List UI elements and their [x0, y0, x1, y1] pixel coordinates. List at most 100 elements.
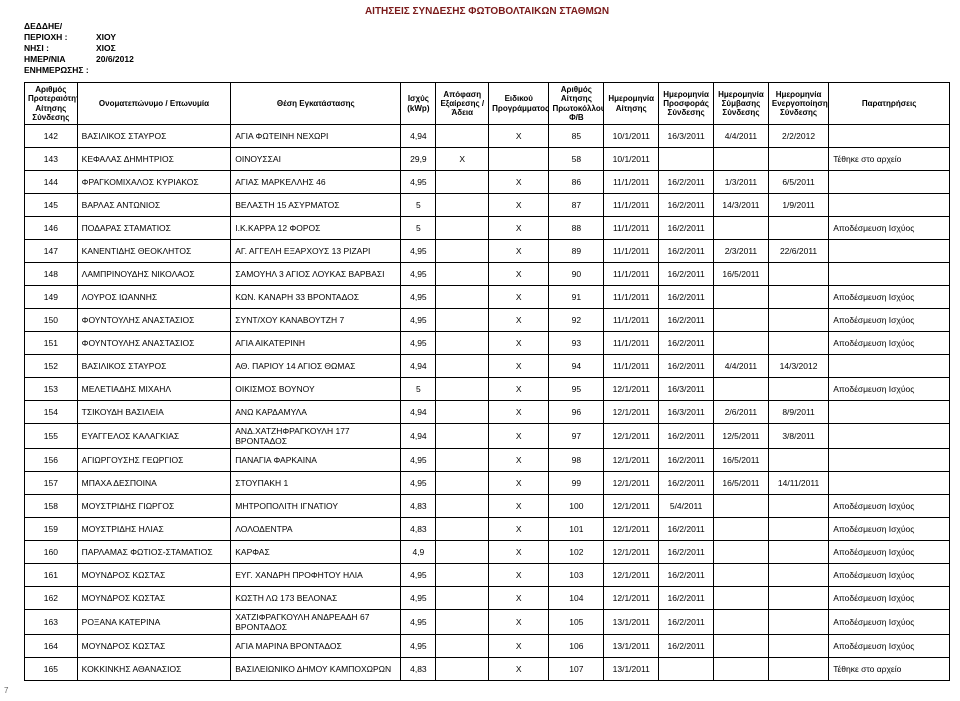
cell-exc: [436, 657, 489, 680]
cell-id: 144: [25, 170, 78, 193]
cell-loc: ΜΗΤΡΟΠΟΛΙΤΗ ΙΓΝΑΤΙΟΥ: [231, 494, 401, 517]
cell-name: ΜΠΑΧΑ ΔΕΣΠΟΙΝΑ: [77, 471, 231, 494]
col-kwp: Ισχύς (kWp): [401, 83, 436, 125]
table-row: 163ΡΟΞΑΝΑ ΚΑΤΕΡΙΝΑΧΑΤΖΙΦΡΑΓΚΟΥΛΗ ΑΝΔΡΕΑΔ…: [25, 609, 950, 634]
cell-kwp: 4,95: [401, 170, 436, 193]
cell-d1: 12/1/2011: [604, 448, 659, 471]
cell-d2: 16/2/2011: [659, 285, 714, 308]
cell-d4: 8/9/2011: [768, 400, 828, 423]
cell-d1: 11/1/2011: [604, 331, 659, 354]
cell-loc: ΣΥΝΤ/ΧΟΥ ΚΑΝΑΒΟΥΤΖΗ 7: [231, 308, 401, 331]
cell-loc: ΑΝΩ ΚΑΡΔΑΜΥΛΑ: [231, 400, 401, 423]
cell-d2: 16/2/2011: [659, 609, 714, 634]
cell-prog: X: [489, 563, 549, 586]
cell-exc: [436, 285, 489, 308]
cell-d1: 11/1/2011: [604, 262, 659, 285]
cell-name: ΦΡΑΓΚΟΜΙΧΑΛΟΣ ΚΥΡΙΑΚΟΣ: [77, 170, 231, 193]
cell-prog: X: [489, 331, 549, 354]
cell-kwp: 4,95: [401, 239, 436, 262]
cell-d4: [768, 634, 828, 657]
cell-d4: [768, 494, 828, 517]
cell-prot: 94: [549, 354, 604, 377]
cell-note: [829, 262, 950, 285]
cell-d4: [768, 147, 828, 170]
cell-note: Αποδέσμευση Ισχύος: [829, 540, 950, 563]
cell-prog: X: [489, 400, 549, 423]
cell-d2: 16/2/2011: [659, 262, 714, 285]
cell-d2: 16/2/2011: [659, 448, 714, 471]
table-row: 143ΚΕΦΑΛΑΣ ΔΗΜΗΤΡΙΟΣΟΙΝΟΥΣΣΑΙ29,9X5810/1…: [25, 147, 950, 170]
col-note: Παρατηρήσεις: [829, 83, 950, 125]
cell-d2: 16/2/2011: [659, 423, 714, 448]
cell-id: 162: [25, 586, 78, 609]
cell-d3: [714, 285, 769, 308]
cell-prog: X: [489, 657, 549, 680]
cell-d3: [714, 494, 769, 517]
cell-d2: 16/2/2011: [659, 216, 714, 239]
cell-d4: 6/5/2011: [768, 170, 828, 193]
cell-d3: 2/6/2011: [714, 400, 769, 423]
cell-loc: ΑΓΙΑ ΦΩΤΕΙΝΗ ΝΕΧΩΡΙ: [231, 124, 401, 147]
cell-loc: Ι.Κ.ΚΑΡΡΑ 12 ΦΟΡΟΣ: [231, 216, 401, 239]
cell-prot: 87: [549, 193, 604, 216]
table-row: 155ΕΥΑΓΓΕΛΟΣ ΚΑΛΑΓΚΙΑΣΑΝΔ.ΧΑΤΖΗΦΡΑΓΚΟΥΛΗ…: [25, 423, 950, 448]
cell-d4: [768, 262, 828, 285]
cell-kwp: 4,95: [401, 448, 436, 471]
cell-prog: X: [489, 216, 549, 239]
cell-d3: [714, 657, 769, 680]
cell-kwp: 5: [401, 377, 436, 400]
cell-loc: ΒΕΛΑΣΤΗ 15 ΑΣΥΡΜΑΤΟΣ: [231, 193, 401, 216]
cell-note: Αποδέσμευση Ισχύος: [829, 308, 950, 331]
cell-loc: ΑΓΙΑ ΑΙΚΑΤΕΡΙΝΗ: [231, 331, 401, 354]
cell-id: 153: [25, 377, 78, 400]
cell-prot: 86: [549, 170, 604, 193]
cell-d3: 16/5/2011: [714, 262, 769, 285]
cell-note: Τέθηκε στο αρχείο: [829, 147, 950, 170]
cell-d2: 16/2/2011: [659, 563, 714, 586]
cell-note: Αποδέσμευση Ισχύος: [829, 494, 950, 517]
cell-d1: 11/1/2011: [604, 170, 659, 193]
cell-d4: [768, 540, 828, 563]
table-row: 154ΤΣΙΚΟΥΔΗ ΒΑΣΙΛΕΙΑΑΝΩ ΚΑΡΔΑΜΥΛΑ4,94X96…: [25, 400, 950, 423]
cell-exc: [436, 494, 489, 517]
cell-kwp: 4,83: [401, 494, 436, 517]
cell-exc: [436, 471, 489, 494]
cell-name: ΚΕΦΑΛΑΣ ΔΗΜΗΤΡΙΟΣ: [77, 147, 231, 170]
cell-prot: 107: [549, 657, 604, 680]
cell-d3: 4/4/2011: [714, 354, 769, 377]
cell-d2: 16/2/2011: [659, 586, 714, 609]
cell-d4: [768, 331, 828, 354]
cell-d3: 4/4/2011: [714, 124, 769, 147]
cell-d1: 12/1/2011: [604, 540, 659, 563]
cell-note: Αποδέσμευση Ισχύος: [829, 517, 950, 540]
meta-region-value: ΧΙΟΥ: [96, 32, 116, 43]
cell-d2: 16/3/2011: [659, 377, 714, 400]
cell-d2: [659, 657, 714, 680]
cell-prog: X: [489, 239, 549, 262]
cell-name: ΦΟΥΝΤΟΥΛΗΣ ΑΝΑΣΤΑΣΙΟΣ: [77, 331, 231, 354]
page-number: 7: [4, 686, 8, 695]
cell-prot: 90: [549, 262, 604, 285]
cell-d4: [768, 563, 828, 586]
cell-id: 160: [25, 540, 78, 563]
cell-note: Αποδέσμευση Ισχύος: [829, 586, 950, 609]
col-name: Ονοματεπώνυμο / Επωνυμία: [77, 83, 231, 125]
cell-loc: ΣΤΟΥΠΑΚΗ 1: [231, 471, 401, 494]
cell-d1: 12/1/2011: [604, 423, 659, 448]
cell-prog: X: [489, 634, 549, 657]
cell-name: ΒΑΣΙΛΙΚΟΣ ΣΤΑΥΡΟΣ: [77, 124, 231, 147]
cell-exc: [436, 448, 489, 471]
cell-loc: ΧΑΤΖΙΦΡΑΓΚΟΥΛΗ ΑΝΔΡΕΑΔΗ 67 ΒΡΟΝΤΑΔΟΣ: [231, 609, 401, 634]
cell-d3: [714, 609, 769, 634]
table-body: 142ΒΑΣΙΛΙΚΟΣ ΣΤΑΥΡΟΣΑΓΙΑ ΦΩΤΕΙΝΗ ΝΕΧΩΡΙ4…: [25, 124, 950, 680]
table-row: 149ΛΟΥΡΟΣ ΙΩΑΝΝΗΣΚΩΝ. ΚΑΝΑΡΗ 33 ΒΡΟΝΤΑΔΟ…: [25, 285, 950, 308]
cell-prog: [489, 147, 549, 170]
cell-note: Αποδέσμευση Ισχύος: [829, 563, 950, 586]
cell-loc: ΑΝΔ.ΧΑΤΖΗΦΡΑΓΚΟΥΛΗ 177 ΒΡΟΝΤΑΔΟΣ: [231, 423, 401, 448]
cell-exc: [436, 634, 489, 657]
cell-d3: [714, 216, 769, 239]
cell-d4: [768, 285, 828, 308]
cell-note: [829, 124, 950, 147]
cell-id: 142: [25, 124, 78, 147]
cell-loc: ΚΩΣΤΗ ΛΩ 173 ΒΕΛΟΝΑΣ: [231, 586, 401, 609]
